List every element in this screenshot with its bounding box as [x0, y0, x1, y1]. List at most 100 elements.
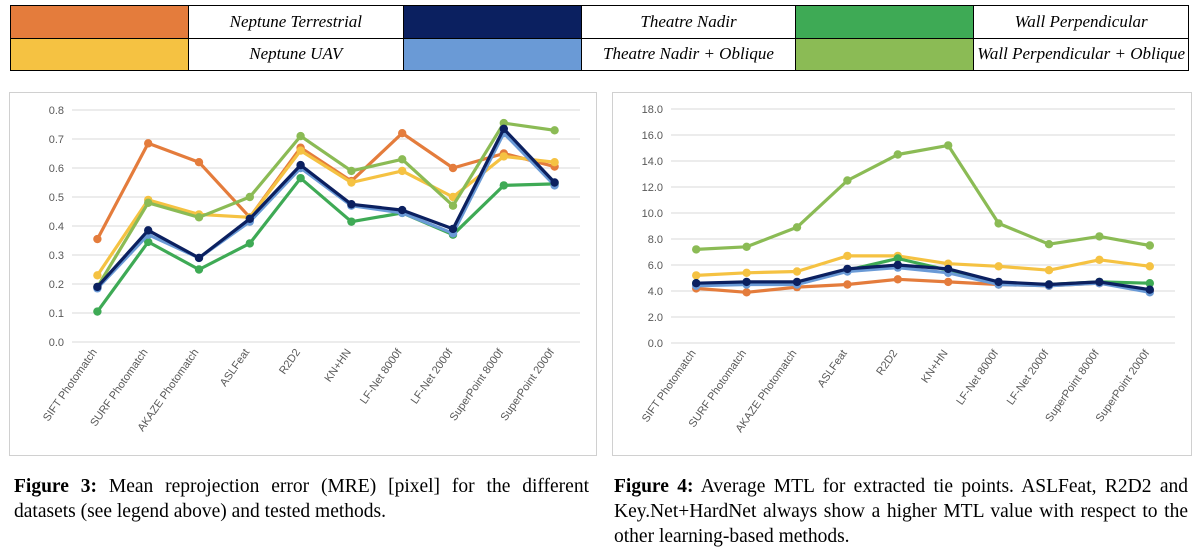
data-point — [944, 264, 953, 274]
x-tick-label: LF-Net 8000f — [954, 347, 1001, 407]
data-point — [550, 126, 559, 135]
data-point — [742, 288, 751, 297]
data-point — [93, 307, 102, 316]
data-point — [994, 219, 1003, 228]
data-point — [499, 181, 508, 190]
data-point — [144, 226, 153, 235]
data-point — [944, 277, 953, 287]
data-point — [144, 198, 153, 207]
data-point — [347, 217, 356, 226]
figure-4-caption: Figure 4: Average MTL for extracted tie … — [614, 474, 1188, 549]
mre-line-chart: 0.0 0.1 0.2 0.3 0.4 0.5 0.6 0.7 0.8 SIFT Photomat… — [41, 105, 580, 434]
x-tick-label: KN+HN — [322, 347, 353, 385]
series-line-theatre-nadir — [96, 127, 556, 288]
data-point — [792, 267, 802, 276]
y-tick-label: 0.5 — [49, 192, 64, 204]
data-point — [448, 163, 458, 173]
series-line-wall-perpendicular — [96, 176, 555, 313]
series-line-wall-perpendicular-oblique — [96, 121, 555, 288]
legend-label-neptune-terrestrial: Neptune Terrestrial — [188, 5, 404, 39]
legend-swatch-theatre-nadir-oblique — [402, 37, 582, 71]
y-tick-label: 0.0 — [648, 338, 663, 350]
data-point — [448, 192, 458, 202]
y-tick-label: 18.0 — [642, 104, 663, 116]
mtl-chart-panel: 0.0 2.0 4.0 6.0 8.0 10.0 12.0 14.0 16.0 18.0 SIFT … — [612, 92, 1192, 456]
x-tick-label: SuperPoint 2000f — [1094, 347, 1153, 424]
x-tick-label: R2D2 — [277, 347, 303, 377]
data-point — [1044, 266, 1054, 275]
data-point — [1145, 285, 1154, 294]
y-tick-label: 0.2 — [49, 279, 64, 291]
data-point — [194, 213, 204, 222]
data-point — [692, 271, 701, 280]
mre-chart-panel: 0.0 0.1 0.2 0.3 0.4 0.5 0.6 0.7 0.8 SIFT Photomat… — [9, 92, 597, 456]
data-point — [93, 234, 102, 244]
x-tick-label: LF-Net 2000f — [409, 346, 456, 406]
x-tick-label: SIFT Photomatch — [640, 348, 699, 425]
figure-3-caption: Figure 3: Mean reprojection error (MRE) … — [14, 474, 589, 524]
data-point — [1145, 241, 1154, 250]
data-point — [398, 205, 407, 215]
y-tick-label: 0.7 — [49, 134, 64, 146]
figure-4-text: Average MTL for extracted tie points. AS… — [614, 476, 1188, 547]
data-point — [944, 141, 953, 150]
series-line-neptune-uav — [696, 254, 1151, 277]
data-point — [792, 277, 802, 287]
data-point — [93, 271, 102, 280]
y-tick-label: 14.0 — [642, 156, 663, 168]
legend-swatch-neptune-uav — [9, 37, 190, 71]
data-point — [1095, 255, 1104, 264]
legend-swatch-theatre-nadir — [402, 5, 582, 39]
data-point — [792, 223, 802, 232]
y-tick-label: 0.8 — [49, 105, 64, 117]
data-point — [1044, 280, 1054, 289]
data-point — [499, 124, 508, 134]
data-point — [398, 155, 407, 164]
y-tick-label: 10.0 — [642, 208, 663, 220]
figure-4-label: Figure 4: — [614, 476, 694, 497]
mtl-line-chart: 0.0 2.0 4.0 6.0 8.0 10.0 12.0 14.0 16.0 18.0 SIFT … — [640, 104, 1175, 435]
data-point — [347, 200, 356, 209]
data-point — [1044, 240, 1054, 249]
data-point — [347, 178, 356, 187]
series-line-theatre-nadir-oblique — [96, 131, 556, 290]
data-point — [245, 239, 254, 248]
series-theatre-nadir — [692, 260, 1154, 294]
data-point — [296, 173, 305, 183]
data-point — [296, 160, 305, 170]
data-point — [448, 201, 458, 210]
data-point — [893, 254, 902, 263]
y-tick-label: 0.4 — [49, 221, 64, 233]
series-neptune-uav — [93, 146, 559, 280]
series-theatre-nadir — [93, 124, 559, 292]
y-tick-label: 8.0 — [648, 234, 663, 246]
data-point — [1145, 262, 1154, 271]
x-tick-label: SuperPoint 8000f — [448, 346, 507, 423]
data-point — [843, 280, 852, 289]
legend-swatch-wall-perpendicular — [795, 5, 975, 39]
y-tick-label: 6.0 — [648, 260, 663, 272]
data-point — [245, 214, 254, 223]
series-wall-perpendicular — [93, 173, 559, 316]
x-tick-label: ASLFeat — [815, 348, 849, 390]
data-point — [245, 192, 254, 202]
data-point — [194, 265, 204, 274]
data-point — [550, 158, 559, 167]
data-point — [398, 129, 407, 138]
y-tick-label: 0.0 — [49, 337, 64, 349]
data-point — [843, 264, 852, 274]
series-wall-perpendicular-oblique — [692, 141, 1154, 254]
data-point — [893, 150, 902, 159]
data-point — [499, 152, 508, 161]
y-tick-label: 0.1 — [49, 308, 64, 320]
data-point — [194, 158, 204, 167]
data-point — [296, 131, 305, 141]
data-point — [347, 166, 356, 176]
x-tick-label: R2D2 — [874, 348, 900, 378]
x-tick-label: SuperPoint 2000f — [498, 346, 557, 423]
data-point — [742, 242, 751, 251]
y-tick-label: 2.0 — [648, 312, 663, 324]
x-tick-label: LF-Net 2000f — [1005, 347, 1052, 407]
y-tick-label: 0.6 — [49, 163, 64, 175]
data-point — [893, 260, 902, 270]
